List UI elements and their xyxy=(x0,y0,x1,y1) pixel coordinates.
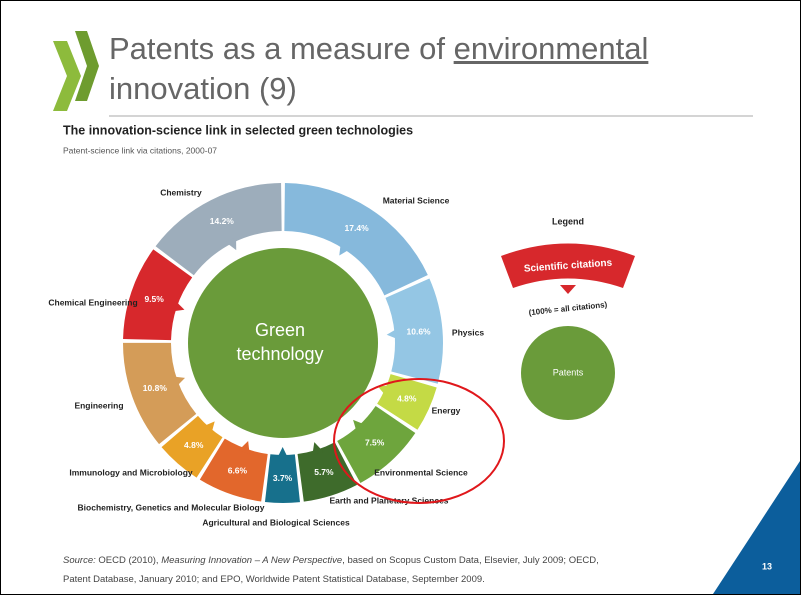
value-label: 5.7% xyxy=(314,467,334,477)
value-label: 6.6% xyxy=(228,465,248,475)
category-label: Engineering xyxy=(74,400,123,410)
category-label: Biochemistry, Genetics and Molecular Bio… xyxy=(78,502,265,512)
category-label: Environmental Science xyxy=(374,467,468,477)
category-label: Agricultural and Biological Sciences xyxy=(202,517,350,527)
category-label: Physics xyxy=(452,327,484,337)
value-label: 10.6% xyxy=(407,327,432,337)
arrow xyxy=(277,447,289,459)
source-part: OECD (2010), xyxy=(96,555,161,566)
value-label: 4.8% xyxy=(397,394,417,404)
title-part: innovation (9) xyxy=(109,71,297,106)
chart-title: The innovation-science link in selected … xyxy=(63,123,413,137)
legend-scale: (100% = all citations) xyxy=(528,300,608,317)
chart-subtitle: Patent-science link via citations, 2000-… xyxy=(63,145,217,155)
source-note: Source: OECD (2010), Measuring Innovatio… xyxy=(63,551,603,589)
slide-title: Patents as a measure of environmental in… xyxy=(109,29,749,109)
source-part: Measuring Innovation – A New Perspective xyxy=(161,555,342,566)
page-number: 13 xyxy=(762,561,772,571)
arrow xyxy=(387,328,399,340)
title-part: environmental xyxy=(454,31,649,66)
legend-patents: Patents xyxy=(553,367,584,377)
value-label: 4.8% xyxy=(184,440,204,450)
source-part: Source: xyxy=(63,555,96,566)
title-part: Patents as a measure of xyxy=(109,31,454,66)
value-label: 14.2% xyxy=(210,216,235,226)
category-label: Immunology and Microbiology xyxy=(69,467,193,477)
corner-triangle xyxy=(713,461,800,594)
category-label: Energy xyxy=(432,405,461,415)
value-label: 9.5% xyxy=(144,294,164,304)
logo xyxy=(75,31,99,101)
center-label: Green xyxy=(255,320,305,340)
legend-arrow xyxy=(560,285,576,294)
center-label: technology xyxy=(236,344,323,364)
value-label: 10.8% xyxy=(143,383,168,393)
category-label: Material Science xyxy=(383,195,450,205)
value-label: 17.4% xyxy=(345,223,370,233)
category-label: Chemistry xyxy=(160,187,202,197)
value-label: 7.5% xyxy=(365,438,385,448)
category-label: Chemical Engineering xyxy=(48,297,137,307)
legend-title: Legend xyxy=(552,216,584,226)
value-label: 3.7% xyxy=(273,473,293,483)
